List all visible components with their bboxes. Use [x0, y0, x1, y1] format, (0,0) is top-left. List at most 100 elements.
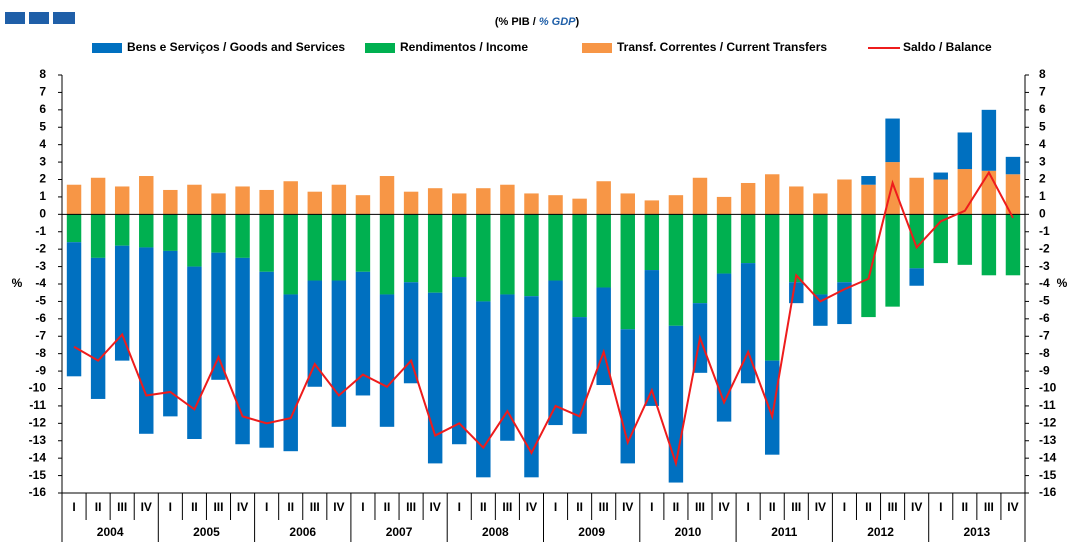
bar	[427, 292, 443, 464]
bar	[476, 188, 491, 215]
bar	[139, 214, 154, 248]
bar	[283, 181, 298, 215]
y2-tick-label: -1	[1039, 224, 1050, 238]
y2-tick-label: -11	[1039, 398, 1056, 412]
y-tick-label: 2	[39, 172, 46, 186]
bar	[452, 277, 467, 445]
x-tick-label: I	[361, 500, 364, 514]
x-tick-label: III	[599, 500, 609, 514]
y-tick-label: -6	[35, 311, 46, 325]
bar	[789, 214, 804, 283]
bar	[163, 189, 178, 215]
x-tick-label: II	[287, 500, 294, 514]
y-axis-label: %	[12, 276, 23, 290]
bar	[861, 176, 876, 185]
y2-tick-label: -12	[1039, 416, 1057, 430]
x-tick-label: IV	[526, 500, 537, 514]
bar	[909, 177, 924, 215]
bar	[861, 184, 876, 215]
y-tick-label: -9	[35, 363, 46, 377]
bar	[909, 214, 924, 269]
bar	[644, 214, 660, 271]
bar	[837, 179, 852, 215]
x-tick-label: IV	[622, 500, 633, 514]
subtitle: (% PIB / % GDP)	[495, 16, 580, 28]
y2-tick-label: 0	[1039, 207, 1046, 221]
x-tick-label: I	[843, 500, 846, 514]
x-tick-label: II	[191, 500, 198, 514]
bar	[66, 214, 82, 243]
x-tick-label: I	[72, 500, 75, 514]
bar	[139, 176, 154, 215]
y2-tick-label: 8	[1039, 67, 1046, 81]
bar	[500, 214, 515, 295]
bar	[716, 273, 732, 422]
bar	[572, 198, 587, 215]
bar	[283, 294, 298, 452]
y2-tick-label: -16	[1039, 485, 1057, 499]
y-tick-label: -16	[29, 485, 47, 499]
bar	[331, 184, 347, 215]
y-tick-label: -7	[35, 328, 46, 342]
bar	[476, 214, 491, 302]
year-label: 2013	[963, 525, 990, 539]
bar	[524, 214, 539, 297]
bar	[620, 193, 635, 215]
bar	[235, 257, 250, 445]
bar	[789, 186, 804, 215]
bar	[90, 177, 106, 215]
y-tick-label: 7	[39, 85, 46, 99]
x-tick-label: III	[888, 500, 898, 514]
y2-axis-label: %	[1057, 276, 1068, 290]
bar	[66, 242, 82, 377]
bar	[548, 214, 563, 281]
bar	[1005, 214, 1021, 276]
bar	[885, 118, 900, 163]
bar	[764, 360, 780, 455]
bar	[355, 271, 371, 396]
bar	[476, 301, 491, 478]
y2-tick-label: 2	[1039, 172, 1046, 186]
bar	[379, 176, 395, 215]
y-tick-label: -4	[35, 276, 46, 290]
bar	[957, 132, 973, 170]
y2-tick-label: 3	[1039, 154, 1046, 168]
bar	[452, 193, 467, 215]
x-tick-label: II	[576, 500, 583, 514]
y2-tick-label: -6	[1039, 311, 1050, 325]
x-tick-label: III	[502, 500, 512, 514]
bar	[764, 174, 780, 215]
bar	[692, 177, 708, 215]
bar	[740, 182, 756, 215]
bar	[716, 214, 732, 274]
year-label: 2007	[386, 525, 413, 539]
y-tick-label: 8	[39, 67, 46, 81]
x-tick-label: II	[769, 500, 776, 514]
bar	[331, 214, 347, 281]
bar	[500, 294, 515, 441]
legend-swatch	[92, 43, 122, 53]
x-tick-label: III	[117, 500, 127, 514]
bar	[307, 214, 323, 281]
bar	[90, 257, 106, 399]
y-tick-label: 4	[39, 137, 46, 151]
legend-swatch	[365, 43, 395, 53]
bar	[427, 188, 443, 215]
y2-tick-label: -5	[1039, 294, 1050, 308]
y2-tick-label: 6	[1039, 102, 1046, 116]
bar	[548, 280, 563, 426]
logo-block	[53, 12, 75, 24]
x-tick-label: III	[791, 500, 801, 514]
bar	[837, 214, 852, 283]
bar	[259, 271, 274, 448]
y2-tick-label: -10	[1039, 381, 1057, 395]
bar	[211, 252, 226, 380]
y-tick-label: -1	[35, 224, 46, 238]
y2-tick-label: -9	[1039, 363, 1050, 377]
bar	[187, 214, 202, 267]
x-tick-label: II	[384, 500, 391, 514]
bar	[813, 193, 828, 215]
y-tick-label: -2	[35, 241, 46, 255]
balance-line	[73, 170, 1014, 468]
bar	[331, 280, 347, 427]
